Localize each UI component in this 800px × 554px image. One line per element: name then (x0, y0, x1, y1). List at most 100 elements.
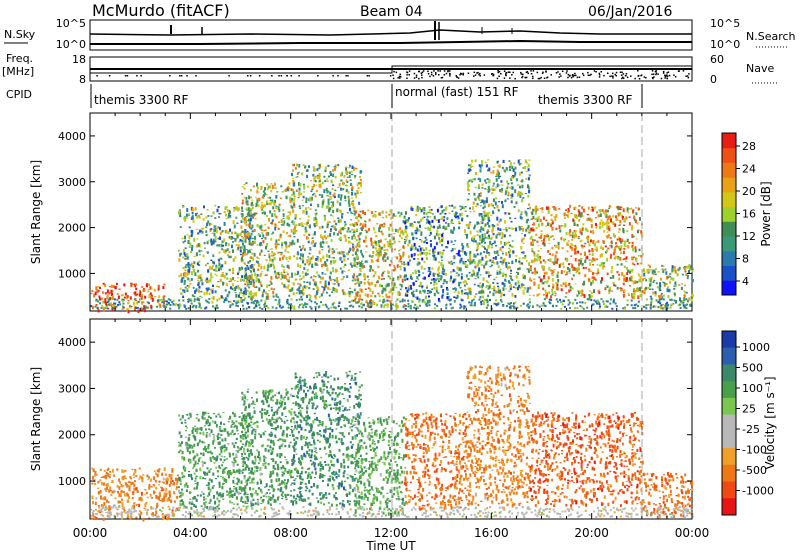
echo-cell (194, 213, 197, 217)
echo-cell (356, 183, 359, 187)
echo-cell (520, 162, 523, 165)
echo-cell (243, 219, 246, 223)
nave-dot (576, 76, 579, 79)
echo-cell (504, 220, 507, 224)
echo-cell (686, 275, 689, 278)
echo-cell (335, 222, 338, 226)
echo-cell (558, 225, 561, 229)
echo-cell (311, 240, 314, 244)
echo-cell (308, 252, 311, 255)
nave-dot (567, 76, 569, 79)
echo-cell (299, 253, 302, 255)
echo-cell (610, 269, 613, 274)
echo-cell (551, 206, 554, 208)
echo-cell (275, 195, 278, 199)
echo-cell (470, 166, 472, 169)
y-tick-label: 1000 (58, 267, 86, 280)
echo-cell (569, 285, 572, 289)
echo-cell (106, 294, 109, 297)
echo-cell (604, 287, 607, 291)
echo-cell (477, 262, 480, 267)
echo-cell (532, 228, 535, 232)
echo-cell (444, 213, 447, 215)
nave-dot (435, 72, 437, 74)
echo-cell (320, 234, 323, 238)
echo-cell (537, 245, 540, 247)
echo-cell (443, 215, 446, 219)
echo-cell (325, 254, 328, 258)
echo-cell (433, 283, 436, 286)
echo-cell (503, 258, 506, 262)
echo-cell (289, 199, 292, 201)
echo-cell (255, 280, 258, 283)
echo-cell (453, 300, 456, 303)
echo-cell (316, 264, 319, 266)
echo-cell (438, 300, 441, 303)
echo-cell (261, 238, 263, 240)
velocity-panel-frame (89, 318, 693, 520)
echo-cell (244, 271, 247, 275)
echo-cell (212, 240, 215, 245)
echo-cell (377, 292, 380, 295)
echo-cell (460, 273, 463, 275)
echo-cell (349, 223, 352, 226)
echo-cell (410, 206, 413, 208)
echo-cell (336, 280, 339, 283)
echo-cell (208, 266, 211, 271)
echo-cell (334, 307, 337, 310)
echo-cell (129, 306, 132, 309)
echo-cell (487, 230, 490, 232)
echo-cell (567, 244, 569, 246)
echo-cell (190, 229, 193, 233)
echo-cell (534, 267, 536, 270)
echo-cell (451, 210, 454, 212)
echo-cell (427, 267, 430, 269)
echo-cell (614, 284, 617, 287)
echo-cell (601, 253, 603, 258)
echo-cell (378, 299, 381, 302)
echo-cell (290, 303, 293, 306)
echo-cell (146, 301, 149, 304)
echo-cell (531, 211, 534, 216)
echo-cell (189, 298, 192, 301)
echo-cell (297, 171, 300, 174)
echo-cell (551, 222, 554, 225)
echo-cell (471, 166, 474, 168)
echo-cell (486, 231, 489, 234)
echo-cell (384, 304, 387, 306)
nave-dot (653, 76, 655, 78)
echo-cell (352, 234, 355, 237)
echo-cell (358, 262, 361, 265)
echo-cell (427, 290, 429, 292)
echo-cell (647, 286, 650, 290)
echo-cell (633, 304, 636, 307)
echo-cell (186, 234, 189, 236)
echo-cell (438, 237, 441, 240)
echo-cell (194, 207, 197, 211)
echo-cell (492, 292, 495, 297)
echo-cell (106, 514, 109, 518)
echo-cell (488, 234, 490, 237)
echo-cell (324, 303, 327, 306)
echo-cell (441, 270, 444, 275)
echo-cell (437, 233, 440, 237)
echo-cell (514, 282, 517, 286)
echo-cell (418, 285, 421, 288)
echo-cell (651, 270, 654, 274)
echo-cell (567, 284, 570, 286)
echo-cell (598, 291, 601, 294)
echo-cell (348, 250, 350, 254)
echo-cell (280, 185, 283, 188)
echo-cell (355, 301, 358, 304)
nave-dot (415, 76, 418, 78)
echo-cell (267, 232, 270, 236)
echo-cell (255, 303, 258, 306)
echo-cell (329, 262, 332, 265)
echo-cell (574, 257, 577, 262)
echo-cell (510, 178, 513, 181)
echo-cell (403, 261, 405, 263)
echo-cell (325, 236, 327, 240)
echo-cell (635, 257, 638, 261)
echo-cell (237, 299, 240, 302)
echo-cell (333, 166, 336, 168)
